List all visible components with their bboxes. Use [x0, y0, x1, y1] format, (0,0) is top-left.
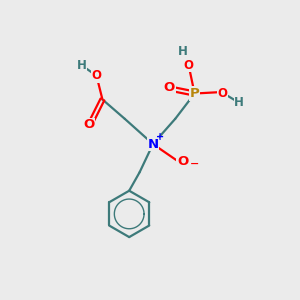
Text: N: N — [147, 138, 158, 151]
Text: H: H — [234, 96, 244, 109]
Text: O: O — [177, 155, 188, 168]
Text: O: O — [218, 87, 228, 100]
Text: O: O — [164, 81, 175, 94]
Text: H: H — [77, 59, 87, 72]
Text: O: O — [83, 118, 95, 131]
Text: O: O — [184, 59, 194, 72]
Text: +: + — [156, 132, 164, 142]
Text: −: − — [190, 158, 199, 168]
Text: H: H — [178, 45, 188, 58]
Text: P: P — [190, 87, 200, 100]
Text: O: O — [92, 69, 101, 82]
